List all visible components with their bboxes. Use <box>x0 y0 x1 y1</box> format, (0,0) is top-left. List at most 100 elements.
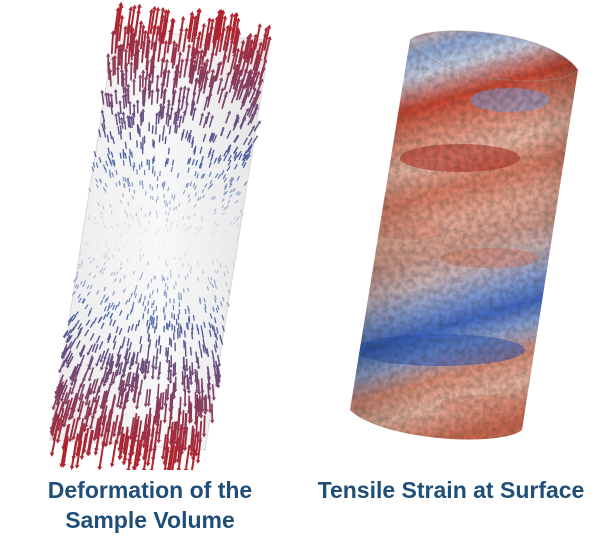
displacement-arrow <box>227 159 232 166</box>
arrow-head <box>122 447 127 452</box>
arrow-head <box>136 3 142 8</box>
arrow-head <box>124 67 129 72</box>
displacement-arrow <box>124 435 130 459</box>
arrow-head <box>109 100 113 105</box>
displacement-arrow <box>132 216 135 220</box>
arrow-head <box>160 7 166 12</box>
displacement-arrow <box>191 109 196 121</box>
displacement-arrow <box>105 410 112 429</box>
arrow-head <box>147 82 152 86</box>
displacement-arrow <box>134 323 138 331</box>
displacement-arrow <box>161 182 164 187</box>
displacement-arrow <box>106 352 111 363</box>
displacement-arrow <box>101 92 105 105</box>
displacement-arrow <box>156 91 159 104</box>
displacement-arrow <box>134 62 137 79</box>
displacement-arrow <box>62 439 69 464</box>
arrow-head <box>153 421 158 425</box>
displacement-arrow <box>221 325 225 332</box>
displacement-arrow <box>185 322 188 329</box>
arrow-head <box>74 464 80 469</box>
displacement-arrow <box>140 357 144 369</box>
displacement-arrow <box>106 366 112 379</box>
displacement-arrow <box>245 51 252 71</box>
displacement-arrow <box>247 115 254 126</box>
displacement-arrow <box>102 186 106 192</box>
displacement-arrow <box>216 354 221 365</box>
displacement-arrow <box>216 269 219 273</box>
displacement-arrow <box>124 177 127 183</box>
deformation-caption: Deformation of the Sample Volume <box>0 475 300 535</box>
displacement-arrow <box>110 96 114 108</box>
displacement-arrow <box>140 293 143 299</box>
displacement-arrow <box>192 182 196 188</box>
arrow-head <box>189 452 194 457</box>
displacement-arrow <box>198 299 202 305</box>
displacement-arrow <box>166 72 170 88</box>
arrow-head <box>122 406 127 410</box>
displacement-arrow <box>135 351 139 362</box>
arrow-head <box>156 417 161 421</box>
displacement-arrow <box>200 384 204 398</box>
arrow-head <box>267 35 272 41</box>
arrow-head <box>65 413 70 418</box>
arrow-head <box>168 380 173 384</box>
arrow-head <box>175 110 179 114</box>
arrow-head <box>165 360 170 364</box>
arrow-head <box>128 6 134 11</box>
displacement-arrow <box>153 427 159 449</box>
displacement-arrow <box>95 265 99 269</box>
displacement-arrow <box>163 199 166 204</box>
displacement-arrow <box>136 362 140 374</box>
displacement-arrow <box>117 249 121 253</box>
displacement-arrow <box>113 272 116 276</box>
arrow-head <box>220 87 225 91</box>
strain-caption: Tensile Strain at Surface <box>300 475 602 505</box>
displacement-arrow <box>208 72 214 88</box>
displacement-arrow <box>143 444 149 469</box>
displacement-arrow <box>191 362 194 373</box>
arrow-head <box>141 108 146 112</box>
displacement-arrow <box>216 80 223 95</box>
displacement-arrow <box>171 392 174 407</box>
displacement-arrow <box>184 426 189 448</box>
displacement-arrow <box>76 285 80 290</box>
arrow-head <box>163 403 168 407</box>
arrow-head <box>263 58 268 63</box>
arrow-head <box>181 94 186 99</box>
displacement-arrow <box>102 391 108 407</box>
displacement-arrow <box>184 104 188 116</box>
arrow-head <box>176 468 182 470</box>
displacement-arrow <box>129 308 133 315</box>
displacement-arrow <box>185 444 191 470</box>
displacement-arrow <box>123 183 126 188</box>
displacement-arrow <box>182 190 186 195</box>
displacement-arrow <box>106 296 110 302</box>
displacement-arrow <box>114 92 118 105</box>
displacement-arrow <box>163 446 170 470</box>
displacement-arrow <box>245 73 253 89</box>
arrow-head <box>206 396 211 401</box>
displacement-arrow <box>199 348 203 358</box>
displacement-arrow <box>133 162 136 168</box>
displacement-arrow <box>118 375 123 388</box>
displacement-arrow <box>167 117 170 127</box>
displacement-arrow <box>118 413 124 433</box>
displacement-arrow <box>214 34 221 56</box>
displacement-arrow <box>146 326 150 334</box>
displacement-arrow <box>188 134 192 143</box>
displacement-arrow <box>122 149 125 156</box>
displacement-arrow <box>74 283 78 288</box>
displacement-arrow <box>192 145 197 153</box>
displacement-arrow <box>162 43 167 63</box>
arrow-head <box>256 70 261 75</box>
displacement-arrow <box>179 396 182 413</box>
arrow-head <box>162 461 168 466</box>
arrow-head <box>52 437 57 442</box>
displacement-arrow <box>109 319 113 326</box>
displacement-arrow <box>124 209 126 213</box>
displacement-arrow <box>128 297 131 303</box>
displacement-arrow <box>98 377 104 391</box>
displacement-arrow <box>106 305 111 312</box>
arrow-head <box>225 24 230 29</box>
